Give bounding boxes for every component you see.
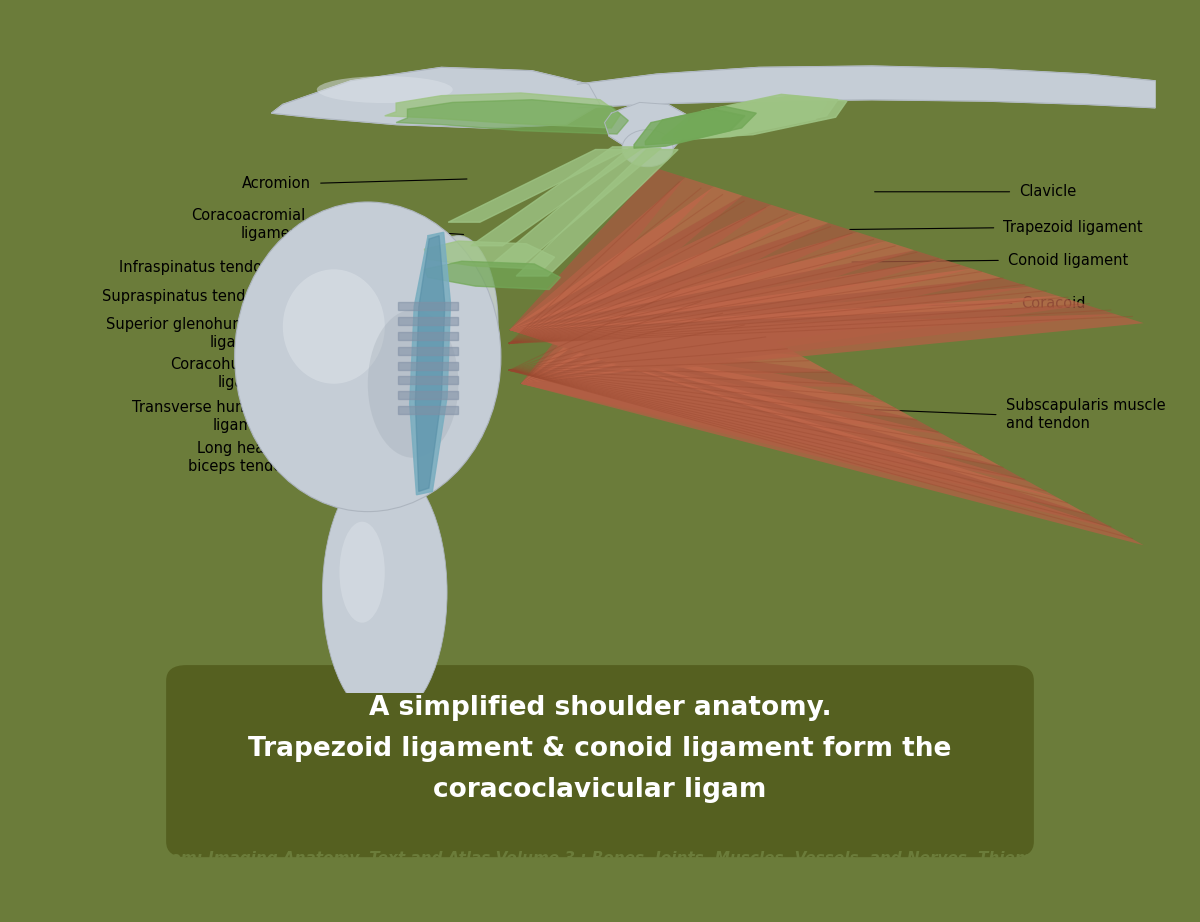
Polygon shape [415, 236, 445, 491]
Polygon shape [646, 106, 756, 145]
Polygon shape [509, 223, 857, 387]
Text: Supraspinatus tendon: Supraspinatus tendon [102, 289, 264, 304]
Polygon shape [425, 261, 560, 290]
Polygon shape [634, 109, 745, 148]
Polygon shape [398, 317, 458, 325]
Polygon shape [493, 148, 661, 263]
Text: Transverse humeral
ligament: Transverse humeral ligament [132, 400, 277, 433]
Text: Acromion: Acromion [242, 176, 311, 191]
Text: Infraspinatus tendon: Infraspinatus tendon [119, 260, 271, 275]
Polygon shape [425, 241, 554, 269]
Text: Long head of
biceps tendon: Long head of biceps tendon [188, 441, 292, 474]
Polygon shape [605, 102, 689, 156]
Ellipse shape [419, 236, 498, 410]
Polygon shape [516, 149, 678, 276]
Polygon shape [398, 361, 458, 370]
Ellipse shape [235, 202, 500, 512]
Ellipse shape [317, 77, 452, 103]
Polygon shape [509, 278, 1030, 482]
Text: Trapezoid ligament: Trapezoid ligament [1003, 220, 1142, 235]
Polygon shape [509, 242, 914, 419]
Polygon shape [509, 268, 1001, 467]
Polygon shape [509, 296, 1086, 514]
Ellipse shape [367, 310, 458, 457]
Polygon shape [398, 302, 458, 311]
Polygon shape [509, 250, 943, 434]
Text: Coracoacromial
ligament: Coracoacromial ligament [191, 207, 306, 241]
Text: A simplified shoulder anatomy.: A simplified shoulder anatomy. [368, 695, 832, 721]
Text: Coracohumeral
ligament: Coracohumeral ligament [170, 357, 283, 390]
FancyBboxPatch shape [166, 665, 1034, 857]
Polygon shape [509, 186, 743, 384]
Polygon shape [685, 96, 847, 138]
Polygon shape [673, 94, 838, 137]
Ellipse shape [283, 269, 385, 384]
Polygon shape [577, 66, 1156, 108]
Polygon shape [509, 232, 886, 403]
Text: From: Imaging Anatomy, Text and Atlas Volume 3 ; Bones, Joints, Muscles, Vessels: From: Imaging Anatomy, Text and Atlas Vo… [154, 851, 1046, 867]
Polygon shape [470, 147, 644, 246]
Ellipse shape [622, 130, 673, 167]
Polygon shape [409, 232, 450, 495]
Ellipse shape [340, 522, 385, 622]
Polygon shape [398, 391, 458, 399]
Polygon shape [662, 98, 827, 141]
Polygon shape [509, 259, 972, 450]
Ellipse shape [323, 465, 448, 720]
Polygon shape [509, 177, 714, 384]
Polygon shape [509, 287, 1057, 498]
Polygon shape [509, 195, 772, 384]
Polygon shape [396, 100, 629, 134]
Text: Coracoid: Coracoid [1021, 296, 1086, 311]
Polygon shape [509, 214, 828, 384]
Polygon shape [398, 406, 458, 414]
Text: Conoid ligament: Conoid ligament [1008, 253, 1128, 268]
Polygon shape [509, 205, 800, 384]
Polygon shape [398, 332, 458, 340]
Polygon shape [271, 67, 600, 128]
Text: Clavicle: Clavicle [1019, 184, 1076, 199]
Text: Trapezoid ligament & conoid ligament form the: Trapezoid ligament & conoid ligament for… [248, 736, 952, 762]
Text: Subscapularis muscle
and tendon: Subscapularis muscle and tendon [1006, 398, 1165, 431]
Polygon shape [449, 149, 628, 222]
Text: coracoclavicular ligam: coracoclavicular ligam [433, 777, 767, 803]
Polygon shape [398, 376, 458, 384]
Polygon shape [509, 314, 1144, 545]
Polygon shape [509, 169, 685, 384]
Polygon shape [509, 305, 1115, 529]
Polygon shape [385, 93, 620, 128]
Text: Superior glenohumeral
ligament: Superior glenohumeral ligament [106, 317, 275, 349]
Polygon shape [398, 347, 458, 355]
